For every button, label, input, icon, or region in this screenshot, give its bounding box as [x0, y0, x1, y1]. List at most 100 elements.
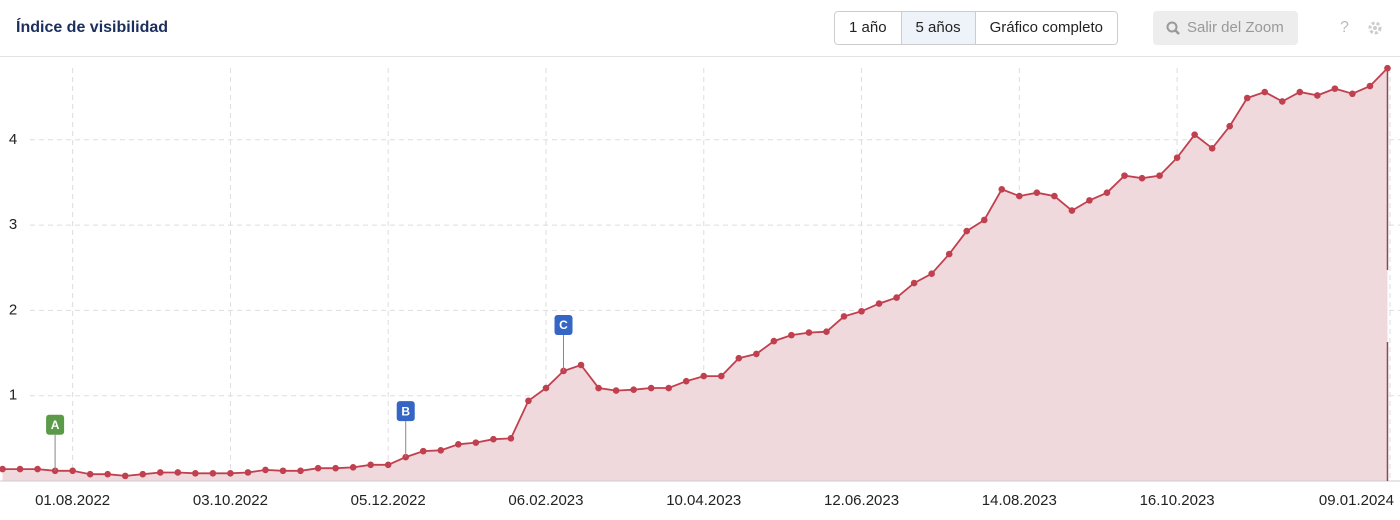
point: [209, 470, 217, 477]
point: [1121, 172, 1128, 179]
point: [770, 337, 778, 345]
x-tick-label: 01.08.2022: [35, 492, 110, 509]
annotation-flag: [554, 314, 573, 335]
point: [700, 372, 708, 380]
point: [595, 384, 602, 392]
point: [1243, 94, 1251, 102]
point: [349, 464, 357, 471]
point: [104, 470, 111, 478]
point: [630, 386, 637, 394]
point: [1103, 189, 1111, 196]
point: [893, 294, 900, 301]
point: [367, 461, 374, 469]
point: [525, 397, 532, 405]
x-tick-label: 16.10.2023: [1140, 492, 1215, 509]
point: [840, 313, 848, 320]
point: [1349, 90, 1356, 98]
point: [455, 441, 462, 448]
point: [665, 384, 672, 392]
annotation-label: B: [401, 404, 410, 418]
x-tick-label: 06.02.2023: [508, 492, 583, 509]
point: [1314, 92, 1321, 99]
point: [0, 465, 6, 473]
point: [437, 446, 445, 454]
point: [1086, 197, 1093, 204]
point: [121, 472, 129, 480]
point: [244, 469, 252, 476]
point: [1156, 172, 1163, 179]
point: [910, 279, 918, 287]
annotation-label: C: [559, 318, 568, 332]
point: [262, 466, 269, 474]
zoom-icon: [1166, 21, 1180, 35]
area: [2, 68, 1388, 481]
range-button[interactable]: Gráfico completo: [975, 12, 1117, 44]
range-button[interactable]: 5 años: [901, 12, 976, 44]
point: [139, 470, 147, 478]
point: [419, 447, 427, 455]
point: [1296, 88, 1304, 96]
point: [945, 250, 953, 258]
point: [963, 227, 971, 235]
point: [753, 350, 760, 358]
y-tick-label: 2: [9, 301, 17, 318]
x-tick-label: 14.08.2023: [982, 492, 1057, 509]
point: [1384, 64, 1391, 72]
point: [1366, 82, 1374, 90]
point: [86, 470, 94, 478]
point: [875, 300, 883, 307]
x-tick-label: 05.12.2022: [351, 492, 426, 509]
point: [1191, 131, 1198, 138]
annotation-label: A: [51, 418, 60, 432]
point: [1173, 154, 1181, 162]
annotation-flag: [396, 401, 415, 422]
header: Índice de visibilidad 1 año 5 años Gráfico…: [0, 0, 1400, 57]
point: [980, 216, 988, 224]
y-tick-label: 1: [9, 387, 17, 404]
point: [314, 464, 322, 472]
point: [682, 377, 690, 385]
point: [1226, 122, 1233, 130]
point: [647, 384, 655, 392]
point: [542, 384, 550, 392]
point: [858, 307, 865, 315]
point: [1331, 85, 1339, 92]
title: Índice de visibilidad: [16, 19, 169, 36]
point: [928, 270, 935, 278]
x-tick-label: 10.04.2023: [666, 492, 741, 509]
x-tick-label: 03.10.2022: [193, 492, 268, 509]
point: [472, 439, 480, 446]
point: [51, 467, 59, 475]
help[interactable]: ?: [1340, 19, 1349, 36]
point: [735, 354, 743, 362]
range-button[interactable]: 1 año: [835, 12, 902, 44]
point: [717, 372, 725, 380]
settings-icon[interactable]: [1367, 20, 1383, 36]
point: [1278, 98, 1286, 105]
point: [788, 331, 795, 339]
point: [1261, 88, 1269, 96]
point: [1033, 189, 1041, 196]
point: [279, 467, 287, 475]
point: [577, 361, 585, 369]
point: [1068, 207, 1076, 214]
point: [1208, 145, 1216, 152]
point: [34, 465, 41, 473]
point: [1051, 192, 1058, 200]
x-tick-label: 09.01.2024: [1319, 492, 1394, 509]
point: [805, 329, 813, 336]
y-tick-label: 3: [9, 216, 17, 233]
point: [227, 470, 234, 477]
point: [332, 464, 339, 472]
point: [192, 470, 199, 477]
point: [612, 387, 620, 394]
x-tick-label: 12.06.2023: [824, 492, 899, 509]
y-tick-label: 4: [9, 131, 17, 148]
point: [1016, 192, 1023, 200]
point: [490, 435, 497, 443]
point: [998, 185, 1006, 193]
point: [823, 328, 830, 336]
point: [156, 469, 164, 476]
